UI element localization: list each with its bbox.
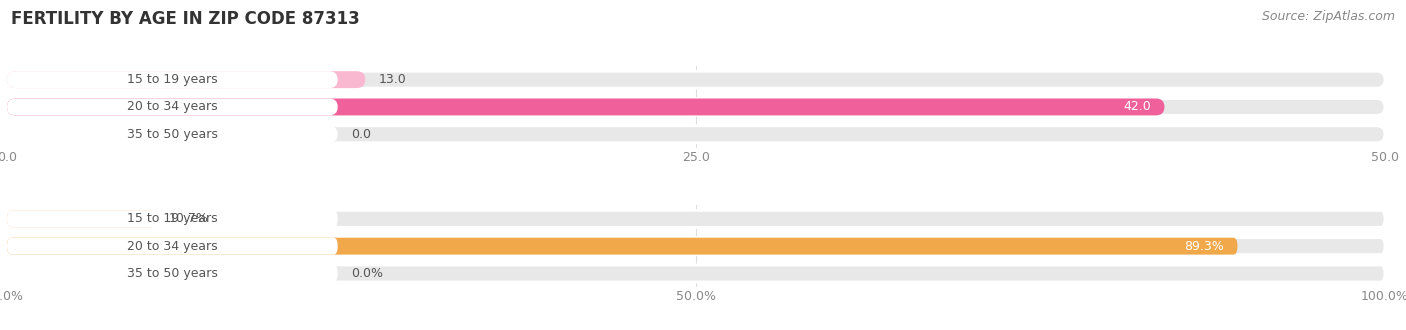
FancyBboxPatch shape [7, 265, 337, 282]
Text: 15 to 19 years: 15 to 19 years [127, 73, 218, 86]
FancyBboxPatch shape [7, 126, 1385, 143]
FancyBboxPatch shape [7, 126, 337, 143]
FancyBboxPatch shape [7, 238, 337, 255]
Text: 0.0%: 0.0% [352, 267, 384, 280]
Text: 10.7%: 10.7% [169, 213, 208, 225]
FancyBboxPatch shape [7, 98, 337, 115]
Text: 35 to 50 years: 35 to 50 years [127, 128, 218, 141]
Text: FERTILITY BY AGE IN ZIP CODE 87313: FERTILITY BY AGE IN ZIP CODE 87313 [11, 10, 360, 28]
FancyBboxPatch shape [7, 71, 337, 88]
Text: 0.0: 0.0 [352, 128, 371, 141]
Text: 89.3%: 89.3% [1184, 240, 1223, 253]
FancyBboxPatch shape [7, 211, 1385, 227]
Text: 13.0: 13.0 [380, 73, 406, 86]
FancyBboxPatch shape [7, 238, 1237, 255]
FancyBboxPatch shape [7, 211, 155, 227]
Text: 35 to 50 years: 35 to 50 years [127, 267, 218, 280]
Text: Source: ZipAtlas.com: Source: ZipAtlas.com [1261, 10, 1395, 23]
FancyBboxPatch shape [7, 98, 1164, 115]
Text: 20 to 34 years: 20 to 34 years [127, 100, 218, 114]
FancyBboxPatch shape [7, 71, 1385, 88]
FancyBboxPatch shape [7, 265, 1385, 282]
FancyBboxPatch shape [7, 211, 337, 227]
FancyBboxPatch shape [7, 98, 1385, 115]
Text: 15 to 19 years: 15 to 19 years [127, 213, 218, 225]
Text: 42.0: 42.0 [1123, 100, 1150, 114]
FancyBboxPatch shape [7, 238, 1385, 255]
Text: 20 to 34 years: 20 to 34 years [127, 240, 218, 253]
FancyBboxPatch shape [7, 71, 366, 88]
